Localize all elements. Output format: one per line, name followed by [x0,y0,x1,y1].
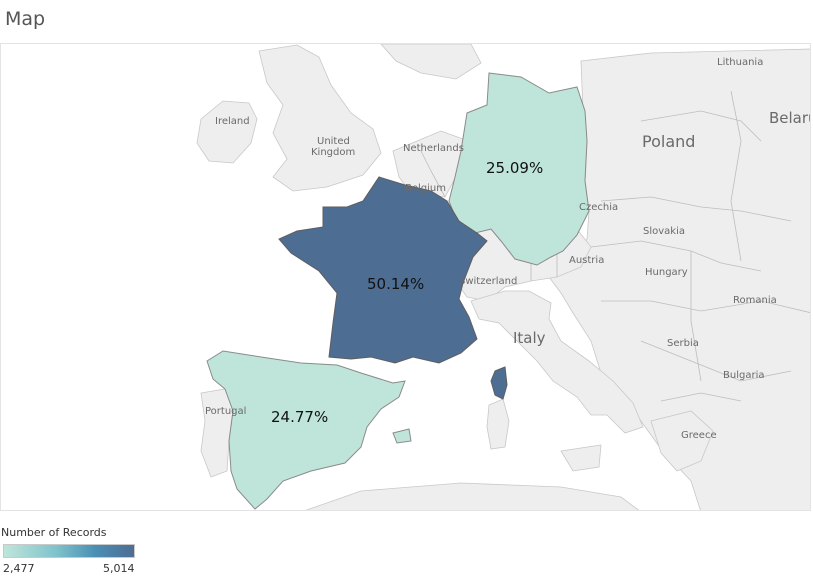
border-lines [420,90,810,402]
region-germany[interactable] [448,72,590,266]
label-united-kingdom-line2: Kingdom [311,147,355,158]
land-great-britain [258,44,382,192]
label-bulgaria: Bulgaria [723,370,764,381]
legend-min-label: 2,477 [3,562,35,575]
land-sardinia [486,398,510,450]
label-hungary: Hungary [645,267,688,278]
label-serbia: Serbia [667,338,699,349]
label-romania: Romania [733,295,777,306]
country-labels: Lithuania Ireland United Kingdom Netherl… [205,57,811,441]
land-ireland [196,100,258,164]
europe-map[interactable]: Lithuania Ireland United Kingdom Netherl… [1,44,811,511]
label-pct-france: 50.14% [367,275,424,293]
label-united-kingdom-line1: United [317,136,350,147]
region-corsica[interactable] [490,366,508,400]
label-pct-spain: 24.77% [271,408,328,426]
legend-color-ramp [3,544,135,558]
legend-title: Number of Records [1,526,107,539]
land-greece [650,410,714,472]
land-portugal [200,388,234,478]
label-slovakia: Slovakia [643,226,685,237]
label-lithuania: Lithuania [717,57,763,68]
label-czechia: Czechia [579,202,618,213]
label-belgium: Belgium [405,183,446,194]
region-balearic[interactable] [392,428,412,444]
label-pct-germany: 25.09% [486,159,543,177]
map-canvas[interactable]: Lithuania Ireland United Kingdom Netherl… [0,43,811,511]
percent-labels: 25.09% 50.14% 24.77% [271,159,543,426]
label-switzerland: Switzerland [459,276,517,287]
region-spain[interactable] [206,350,406,510]
label-netherlands: Netherlands [403,143,464,154]
legend-max-label: 5,014 [103,562,135,575]
land-benelux [392,130,464,198]
land-sicily [560,444,602,472]
label-austria: Austria [569,255,604,266]
label-belarus: Belarus [769,109,811,127]
label-portugal: Portugal [205,406,246,417]
label-ireland: Ireland [215,116,250,127]
region-france[interactable] [278,176,488,364]
label-greece: Greece [681,430,717,441]
label-poland: Poland [642,132,695,151]
page-title: Map [5,8,46,30]
choropleth[interactable] [206,72,590,510]
label-italy: Italy [513,329,546,347]
land-north [380,44,482,80]
land-africa [305,482,639,510]
land-italy [470,290,644,434]
